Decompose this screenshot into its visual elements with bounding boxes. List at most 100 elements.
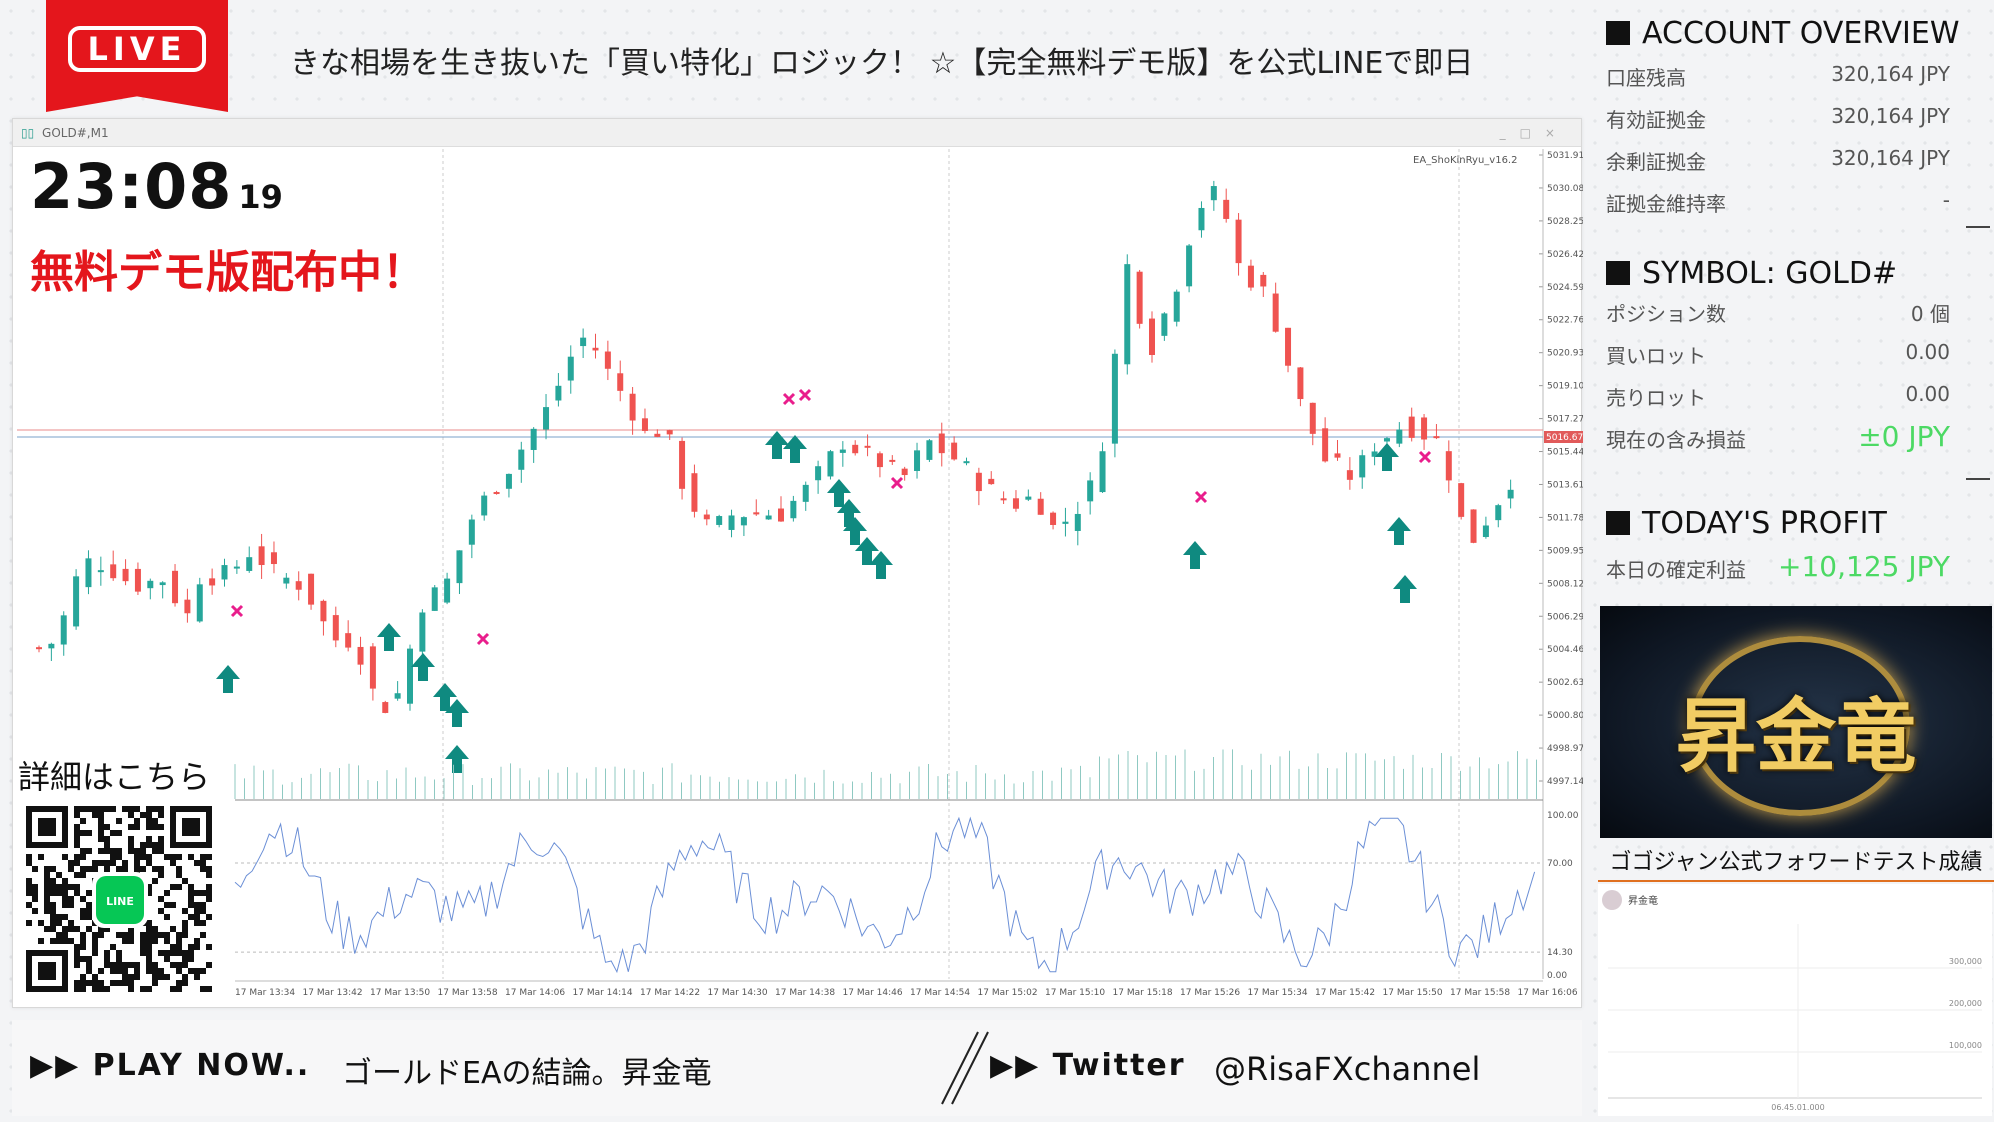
candle-body bbox=[641, 418, 648, 431]
price-tick-label: 4997.14 bbox=[1547, 777, 1583, 787]
qr-module bbox=[176, 980, 182, 986]
qr-module bbox=[86, 926, 92, 932]
qr-module bbox=[62, 890, 68, 896]
qr-module bbox=[68, 902, 74, 908]
todays-profit-title: TODAY'S PROFIT bbox=[1642, 506, 1887, 541]
qr-module bbox=[44, 902, 50, 908]
square-bullet-icon bbox=[1606, 261, 1630, 285]
window-controls[interactable]: _□× bbox=[1499, 126, 1569, 140]
twitter-handle[interactable]: @RisaFXchannel bbox=[1214, 1050, 1481, 1088]
buy-arrow-shape bbox=[433, 683, 457, 711]
candle-body bbox=[134, 568, 141, 592]
qr-module bbox=[110, 806, 116, 812]
qr-module bbox=[68, 860, 74, 866]
qr-module bbox=[74, 806, 80, 812]
candle-body bbox=[369, 646, 376, 689]
qr-module bbox=[62, 914, 68, 920]
qr-module bbox=[92, 974, 98, 980]
qr-module bbox=[74, 830, 80, 836]
candle-body bbox=[1198, 207, 1205, 231]
qr-module bbox=[116, 818, 122, 824]
exit-mark-shape bbox=[230, 604, 244, 618]
qr-module bbox=[50, 890, 56, 896]
price-chart[interactable]: 5031.91 5030.08 5028.25 5026.42 5024.59 5022.… bbox=[13, 119, 1583, 1009]
qr-module bbox=[134, 824, 140, 830]
qr-module bbox=[152, 980, 158, 986]
qr-module bbox=[38, 854, 44, 860]
candle-body bbox=[703, 514, 710, 520]
qr-finder-core bbox=[38, 818, 56, 836]
symbol-label: 現在の含み損益 bbox=[1606, 428, 1746, 452]
qr-module bbox=[122, 860, 128, 866]
account-label: 証拠金維持率 bbox=[1606, 192, 1726, 216]
current-price-label: 5016.67 bbox=[1546, 433, 1583, 443]
qr-module bbox=[26, 884, 32, 890]
qr-module bbox=[80, 806, 86, 812]
qr-module bbox=[182, 956, 188, 962]
candle-body bbox=[691, 473, 698, 512]
qr-module bbox=[164, 938, 170, 944]
time-tick-label: 17 Mar 15:18 bbox=[1113, 988, 1173, 998]
candle-body bbox=[246, 557, 253, 571]
qr-module bbox=[122, 968, 128, 974]
chart-window-titlebar[interactable]: ▯▯ GOLD#,M1 _□× bbox=[13, 119, 1581, 147]
buy-arrow-icon bbox=[433, 683, 457, 711]
qr-module bbox=[200, 866, 206, 872]
qr-module bbox=[92, 812, 98, 818]
qr-module bbox=[170, 860, 176, 866]
qr-module bbox=[32, 896, 38, 902]
qr-module bbox=[206, 896, 212, 902]
qr-module bbox=[98, 818, 104, 824]
qr-module bbox=[116, 932, 122, 938]
qr-module bbox=[86, 848, 92, 854]
qr-module bbox=[74, 950, 80, 956]
qr-module bbox=[98, 830, 104, 836]
candle-body bbox=[505, 473, 512, 489]
qr-module bbox=[74, 890, 80, 896]
qr-module bbox=[116, 980, 122, 986]
live-badge: LIVE bbox=[46, 0, 228, 112]
qr-module bbox=[206, 884, 212, 890]
qr-module bbox=[62, 932, 68, 938]
qr-module bbox=[38, 920, 44, 926]
candle-body bbox=[1507, 489, 1514, 499]
time-tick-label: 17 Mar 13:42 bbox=[303, 988, 363, 998]
qr-module bbox=[104, 986, 110, 992]
candle-body bbox=[1408, 416, 1415, 438]
qr-module bbox=[140, 854, 146, 860]
time-tick-label: 17 Mar 13:50 bbox=[370, 988, 430, 998]
candle-body bbox=[1285, 327, 1292, 366]
candle-body bbox=[926, 440, 933, 460]
qr-module bbox=[128, 926, 134, 932]
qr-module bbox=[176, 950, 182, 956]
qr-module bbox=[152, 938, 158, 944]
line-qr-code[interactable]: LINE bbox=[20, 800, 218, 998]
chart-window[interactable]: ▯▯ GOLD#,M1 _□× 5031.91 5030.08 5028.25 502… bbox=[12, 118, 1583, 1009]
qr-module bbox=[146, 842, 152, 848]
qr-module bbox=[104, 866, 110, 872]
time-tick-label: 17 Mar 15:34 bbox=[1248, 988, 1308, 998]
buy-arrow-icon bbox=[216, 665, 240, 693]
qr-module bbox=[140, 866, 146, 872]
qr-caption: 詳細はこちら bbox=[18, 758, 211, 796]
qr-module bbox=[176, 932, 182, 938]
volume-group bbox=[234, 749, 1537, 799]
time-tick-label: 17 Mar 15:02 bbox=[978, 988, 1038, 998]
qr-module bbox=[134, 818, 140, 824]
qr-module bbox=[122, 980, 128, 986]
time-tick-label: 17 Mar 14:14 bbox=[573, 988, 633, 998]
qr-module bbox=[140, 938, 146, 944]
symbol-value: 0.00 bbox=[1905, 340, 1950, 364]
candle-body bbox=[951, 442, 958, 460]
todays-profit-label: 本日の確定利益 bbox=[1606, 558, 1746, 582]
qr-module bbox=[194, 908, 200, 914]
candle-body bbox=[36, 647, 42, 650]
qr-module bbox=[134, 806, 140, 812]
qr-module bbox=[146, 890, 152, 896]
forward-account-name: 昇金竜 bbox=[1628, 894, 1658, 907]
oscillator-line bbox=[234, 816, 1536, 974]
promo-banner[interactable]: 昇金竜 bbox=[1600, 606, 1992, 838]
candle-body bbox=[172, 570, 179, 604]
candle-body bbox=[60, 615, 67, 645]
exit-mark-shape bbox=[782, 392, 796, 406]
